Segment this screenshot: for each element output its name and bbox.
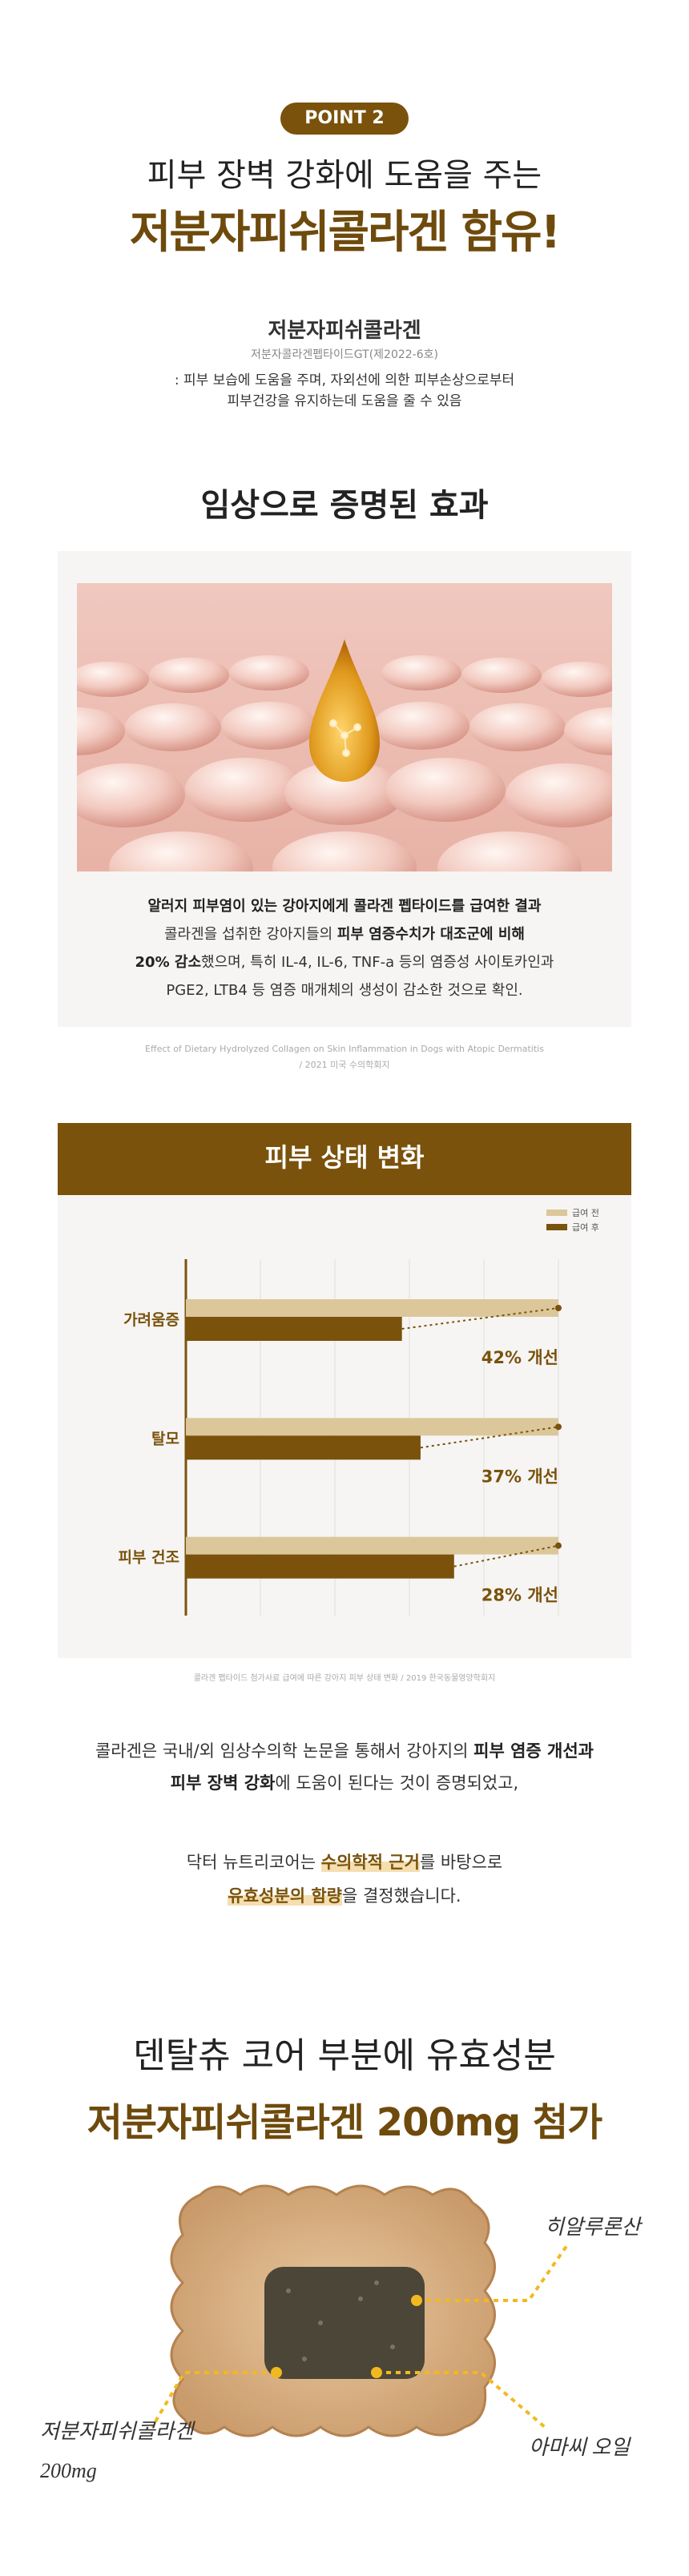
core-line1: 덴탈츄 코어 부분에 유효성분 xyxy=(133,2035,556,2076)
citation-line: Effect of Dietary Hydrolyzed Collagen on… xyxy=(145,1044,544,1054)
connector xyxy=(453,1544,559,1568)
conclusion-2: 닥터 뉴트리코어는 수의학적 근거를 바탕으로 유효성분의 함량을 결정했습니다… xyxy=(0,1845,689,1913)
point-badge: POINT 2 xyxy=(280,103,409,135)
study-bold: 알러지 피부염이 있는 강아지에게 콜라겐 펩타이드를 급여한 결과 xyxy=(147,898,542,915)
annotation: 42% 개선 xyxy=(481,1348,558,1367)
study-span: 콜라겐을 섭취한 강아지들의 xyxy=(164,926,337,943)
label-amount: 200mg xyxy=(40,2459,97,2482)
y-tick-label: 탈모 xyxy=(151,1430,179,1447)
concl-span: 에 도움이 된다는 것이 증명되었고, xyxy=(275,1773,519,1793)
connector-dot xyxy=(555,1423,562,1431)
core-line2: 저분자피쉬콜라겐 200mg 첨가 xyxy=(87,2100,603,2145)
concl-span: 을 결정했습니다. xyxy=(341,1886,461,1906)
study-bold: 피부 염증수치가 대조군에 비해 xyxy=(336,926,525,943)
concl-highlight: 수의학적 근거 xyxy=(320,1853,420,1872)
label-collagen: 저분자피쉬콜라겐 xyxy=(40,2420,194,2443)
concl-highlight: 유효성분의 함량 xyxy=(228,1886,342,1906)
annotation: 37% 개선 xyxy=(481,1467,558,1486)
chart-footnote: 콜라겐 펩타이드 첨가사료 급여에 따른 강아지 피부 상태 변화 / 2019… xyxy=(193,1674,496,1683)
label-hyaluronic: 히알루론산 xyxy=(545,2216,641,2239)
ingredient-desc: : 피부 보습에 도움을 주며, 자외선에 의한 피부손상으로부터 피부건강을 … xyxy=(0,370,689,412)
study-line: PGE2, LTB4 등 염증 매개체의 생성이 감소한 것으로 확인. xyxy=(166,982,523,999)
conclusion-1: 콜라겐은 국내/외 임상수의학 논문을 통해서 강아지의 피부 염증 개선과 피… xyxy=(0,1735,689,1799)
connector xyxy=(401,1307,559,1330)
ingredient-name: 저분자피쉬콜라겐 xyxy=(268,319,421,343)
legend-label: 급여 후 xyxy=(572,1222,599,1233)
concl-bold: 피부 염증 개선과 xyxy=(473,1741,594,1761)
citation-line: / 2021 미국 수의학회지 xyxy=(299,1060,390,1070)
clinical-title: 임상으로 증명된 효과 xyxy=(200,487,489,524)
concl-bold: 피부 장벽 강화 xyxy=(170,1773,276,1793)
ingredient-registration: 저분자콜라겐펩타이드GT(제2022-6호) xyxy=(251,348,438,361)
chew-illustration xyxy=(151,2184,570,2437)
bar xyxy=(186,1536,558,1555)
desc-line: : 피부 보습에 도움을 주며, 자외선에 의한 피부손상으로부터 xyxy=(174,372,515,388)
chart-header xyxy=(58,1123,631,1195)
bar xyxy=(186,1554,454,1579)
study-text: 알러지 피부염이 있는 강아지에게 콜라겐 펩타이드를 급여한 결과 콜라겐을 … xyxy=(0,892,689,1004)
bar xyxy=(186,1317,402,1341)
concl-span: 를 바탕으로 xyxy=(419,1853,503,1872)
connector-dot xyxy=(555,1305,562,1311)
y-tick-label: 피부 건조 xyxy=(118,1549,179,1567)
bar xyxy=(186,1435,421,1460)
bar xyxy=(186,1299,558,1317)
connector xyxy=(420,1426,559,1449)
legend-label: 급여 전 xyxy=(572,1208,599,1218)
annotation: 28% 개선 xyxy=(481,1586,558,1605)
desc-line: 피부건강을 유지하는데 도움을 줄 수 있음 xyxy=(227,393,462,409)
citation: Effect of Dietary Hydrolyzed Collagen on… xyxy=(0,1041,689,1073)
study-bold: 20% 감소 xyxy=(135,954,202,971)
y-tick-label: 가려움증 xyxy=(123,1311,179,1329)
study-span: 했으며, 특히 IL-4, IL-6, TNF-a 등의 염증성 사이토카인과 xyxy=(201,954,554,971)
legend-swatch xyxy=(546,1210,567,1216)
bar xyxy=(186,1418,558,1436)
legend-swatch xyxy=(546,1224,567,1230)
headline-line1: 피부 장벽 강화에 도움을 주는 xyxy=(147,157,542,194)
chart-title: 피부 상태 변화 xyxy=(265,1142,425,1173)
concl-span: 닥터 뉴트리코어는 xyxy=(186,1853,321,1872)
headline-line2: 저분자피쉬콜라겐 함유! xyxy=(129,207,561,259)
connector-dot xyxy=(555,1542,562,1549)
label-flaxseed: 아마씨 오일 xyxy=(529,2436,631,2459)
concl-span: 콜라겐은 국내/외 임상수의학 논문을 통해서 강아지의 xyxy=(95,1741,474,1761)
collagen-illustration xyxy=(77,583,612,871)
